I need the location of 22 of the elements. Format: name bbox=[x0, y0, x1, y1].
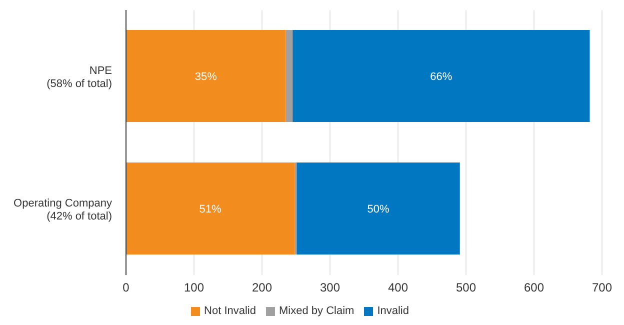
bar bbox=[126, 30, 286, 122]
bar bbox=[126, 162, 295, 254]
annotation: 35% bbox=[194, 71, 218, 84]
x-tick-label: 300 bbox=[320, 280, 340, 295]
y-tick-label: NPE (58% of total) bbox=[46, 64, 112, 90]
annotation: 51% bbox=[199, 204, 222, 216]
bar bbox=[292, 30, 590, 122]
x-tick-label: 200 bbox=[252, 280, 272, 295]
annotation: 66% bbox=[430, 71, 452, 84]
x-tick-label: 700 bbox=[592, 280, 612, 295]
legend-label: Not Invalid bbox=[204, 305, 256, 317]
bar bbox=[296, 162, 460, 254]
x-tick-label: 500 bbox=[456, 280, 476, 295]
x-tick-label: 600 bbox=[524, 280, 544, 295]
bar bbox=[286, 30, 293, 122]
x-tick-label: 400 bbox=[388, 280, 408, 295]
y-tick-label: Operating Company (42% of total) bbox=[14, 197, 112, 222]
legend-label: Invalid bbox=[377, 305, 409, 317]
legend-label: Mixed by Claim bbox=[279, 305, 354, 317]
x-tick-label: 100 bbox=[184, 280, 204, 295]
annotation: 50% bbox=[367, 204, 390, 216]
x-tick-label: 0 bbox=[122, 280, 130, 295]
